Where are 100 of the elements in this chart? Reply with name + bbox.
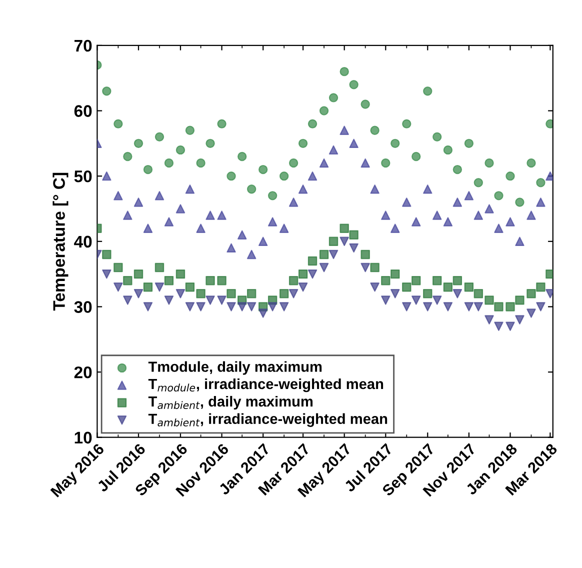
point: [349, 80, 358, 90]
point: [474, 302, 484, 312]
point: [381, 296, 390, 305]
point: [536, 302, 546, 312]
point: [381, 158, 390, 168]
point: [494, 191, 504, 200]
point: [390, 289, 400, 298]
point: [185, 282, 195, 292]
point: [217, 210, 226, 220]
point: [123, 152, 132, 162]
point: [349, 230, 358, 240]
point: [515, 236, 524, 246]
y-tick-label: 30: [74, 301, 92, 313]
point: [258, 236, 268, 246]
point: [319, 250, 329, 260]
point: [464, 191, 474, 200]
point: [176, 145, 186, 155]
point: [206, 138, 215, 148]
point: [143, 302, 153, 312]
point: [226, 171, 236, 181]
point: [288, 276, 298, 286]
point: [340, 236, 349, 246]
point: [319, 106, 329, 116]
legend-label: T$_{ambient}$, daily maximum: [148, 396, 313, 410]
point: [114, 191, 123, 200]
point: [340, 66, 349, 76]
point: [279, 224, 289, 233]
point: [176, 269, 186, 279]
point: [164, 158, 174, 168]
point: [515, 296, 524, 305]
point: [452, 276, 462, 286]
point: [349, 243, 358, 253]
point: [515, 198, 524, 207]
point: [536, 282, 546, 292]
point: [423, 86, 432, 96]
point: [443, 217, 453, 226]
point: [506, 302, 515, 312]
point: [123, 276, 132, 286]
point: [237, 302, 247, 312]
point: [423, 184, 432, 194]
point: [402, 302, 412, 312]
point: [288, 289, 298, 298]
point: [226, 302, 236, 312]
point: [143, 164, 153, 174]
point: [237, 152, 247, 162]
point: [432, 296, 442, 305]
point: [432, 276, 442, 286]
point: [452, 164, 462, 174]
point: [102, 86, 112, 96]
point: [319, 262, 329, 272]
point: [526, 158, 536, 168]
point: [114, 119, 123, 128]
point: [506, 171, 515, 181]
point: [196, 289, 206, 298]
point: [134, 269, 144, 279]
point: [328, 236, 338, 246]
point: [217, 119, 226, 128]
point: [370, 282, 380, 292]
point: [402, 282, 412, 292]
point: [390, 138, 400, 148]
point: [412, 296, 421, 305]
point: [134, 198, 144, 207]
point: [196, 224, 206, 233]
point: [464, 282, 474, 292]
point: [506, 217, 515, 226]
point: [164, 217, 174, 226]
point: [432, 210, 442, 220]
point: [381, 210, 390, 220]
point: [432, 132, 442, 142]
point: [102, 269, 112, 279]
point: [474, 289, 484, 298]
point: [536, 178, 546, 188]
point: [526, 210, 536, 220]
point: [185, 126, 195, 135]
point: [185, 302, 195, 312]
point: [328, 250, 338, 260]
point: [123, 296, 132, 305]
point: [114, 282, 123, 292]
point: [226, 243, 236, 253]
point: [258, 164, 268, 174]
point: [176, 289, 186, 298]
point: [390, 269, 400, 279]
point: [298, 138, 308, 148]
point: [154, 132, 164, 142]
point: [298, 184, 308, 194]
point: [370, 184, 380, 194]
point: [164, 296, 174, 305]
y-tick-label: 10: [74, 432, 92, 444]
point: [102, 171, 112, 181]
point: [452, 289, 462, 298]
point: [515, 315, 524, 324]
point: [319, 158, 329, 168]
point: [464, 302, 474, 312]
point: [340, 224, 349, 233]
point: [279, 289, 289, 298]
point: [443, 302, 453, 312]
point: [268, 302, 278, 312]
point: [134, 289, 144, 298]
point: [536, 198, 546, 207]
y-tick-label: 20: [74, 366, 92, 378]
